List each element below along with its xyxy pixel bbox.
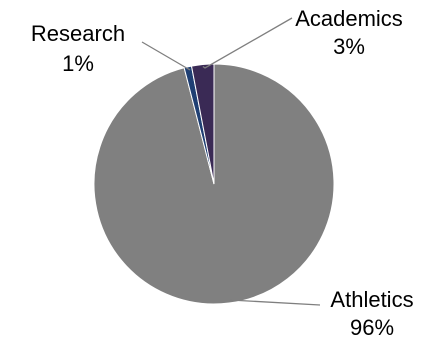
label-research-name: Research [31,21,125,46]
pie-slice-academics [190,63,215,185]
label-athletics-name: Athletics [330,287,413,312]
leader-lines [141,17,321,306]
label-athletics-value: 96% [350,315,394,340]
leader-line-research [141,41,191,71]
label-academics-name: Academics [295,6,403,31]
pie-slices [93,63,335,305]
label-research-value: 1% [62,51,94,76]
leader-line-academics [202,17,293,69]
leader-line-athletics [228,299,321,306]
label-academics-value: 3% [333,34,365,59]
